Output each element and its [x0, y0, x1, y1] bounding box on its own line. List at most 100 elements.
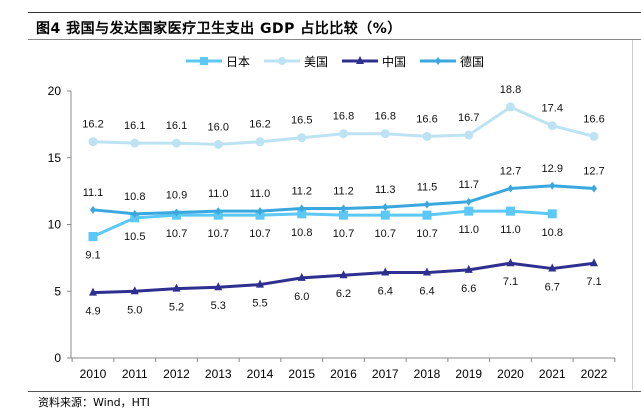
- data-label: 9.1: [85, 250, 100, 262]
- data-label: 6.7: [545, 282, 560, 294]
- marker-circle: [213, 139, 223, 149]
- y-tick-label: 10: [48, 218, 62, 232]
- x-tick-label: 2011: [122, 367, 148, 381]
- data-label: 11.1: [83, 187, 104, 199]
- series-1: [88, 102, 599, 149]
- data-label: 10.7: [375, 228, 396, 240]
- series-2: [89, 258, 598, 296]
- x-tick-label: 2015: [288, 367, 315, 381]
- x-tick-label: 2021: [539, 367, 566, 381]
- data-label: 12.9: [542, 163, 563, 175]
- marker-triangle: [590, 258, 598, 267]
- data-label: 16.8: [375, 111, 396, 123]
- figure-title: 图4 我国与发达国家医疗卫生支出 GDP 占比比较（%）: [36, 21, 402, 37]
- marker-circle: [339, 129, 348, 139]
- marker-triangle: [214, 282, 223, 291]
- data-label: 6.4: [378, 286, 393, 298]
- data-label: 16.2: [249, 119, 270, 131]
- data-label: 16.8: [333, 111, 354, 123]
- y-tick-label: 20: [48, 84, 62, 98]
- data-label: 5.2: [169, 302, 184, 314]
- x-tick-label: 2012: [163, 367, 190, 381]
- legend-label: 中国: [382, 54, 407, 69]
- marker-diamond: [173, 208, 180, 217]
- legend-label: 美国: [304, 54, 329, 69]
- data-label: 10.8: [542, 227, 563, 239]
- legend-swatch-triangle-icon: [342, 56, 379, 64]
- marker-triangle: [339, 270, 348, 279]
- series-line: [92, 209, 553, 238]
- data-label: 10.8: [291, 227, 312, 239]
- data-label: 12.7: [500, 165, 521, 177]
- data-label: 11.2: [291, 185, 312, 197]
- data-label: 11.2: [333, 185, 354, 197]
- data-label: 11.0: [500, 224, 521, 236]
- marker-circle: [172, 138, 181, 148]
- data-label: 10.7: [208, 228, 229, 240]
- data-label: 10.7: [249, 228, 270, 240]
- data-label: 11.5: [417, 181, 438, 193]
- data-label: 10.9: [166, 189, 187, 201]
- x-tick-label: 2014: [247, 367, 274, 381]
- x-tick-label: 2010: [80, 367, 107, 381]
- marker-triangle: [464, 264, 473, 273]
- data-label: 4.9: [85, 306, 100, 318]
- marker-square: [422, 210, 432, 220]
- marker-circle: [130, 138, 140, 148]
- x-tick-label: 2019: [455, 367, 482, 381]
- legend-item: 中国: [342, 53, 406, 70]
- marker-triangle: [172, 283, 181, 292]
- data-label: 11.0: [208, 188, 229, 200]
- y-tick-label: 5: [54, 284, 61, 298]
- x-tick-label: 2020: [497, 367, 524, 381]
- marker-circle: [297, 133, 307, 143]
- right-border: [632, 40, 633, 390]
- marker-square: [255, 210, 265, 220]
- marker-diamond: [424, 200, 430, 209]
- data-label: 7.1: [503, 276, 518, 288]
- data-label: 6.4: [419, 286, 434, 298]
- y-tick-label: 15: [48, 151, 62, 165]
- marker-diamond: [298, 204, 305, 213]
- data-label: 10.7: [416, 228, 437, 240]
- legend-swatch-circle-icon: [264, 57, 301, 65]
- marker-diamond: [507, 184, 514, 193]
- marker-circle: [464, 130, 474, 140]
- data-label: 6.2: [336, 288, 351, 300]
- top-rule: [28, 12, 641, 13]
- marker-square: [297, 209, 307, 219]
- data-label: 16.5: [291, 115, 312, 127]
- data-label: 10.7: [333, 228, 354, 240]
- marker-diamond: [549, 181, 556, 190]
- marker-triangle: [297, 272, 306, 281]
- chart-legend: 日本 美国 中国 德国: [186, 52, 498, 70]
- data-label: 16.0: [208, 121, 229, 133]
- data-label: 5.3: [211, 300, 226, 312]
- data-label: 7.1: [586, 276, 601, 288]
- marker-triangle: [506, 258, 515, 267]
- marker-diamond: [465, 197, 472, 206]
- data-label: 16.6: [416, 113, 437, 125]
- data-label: 16.1: [166, 120, 187, 132]
- data-label: 5.5: [252, 298, 267, 310]
- marker-square: [506, 206, 515, 216]
- data-label: 11.0: [250, 188, 271, 200]
- data-label: 11.7: [458, 179, 479, 191]
- marker-circle: [506, 102, 515, 112]
- data-label: 10.5: [124, 231, 145, 243]
- marker-triangle: [548, 263, 557, 272]
- x-tick-label: 2018: [414, 367, 441, 381]
- marker-square: [380, 210, 390, 220]
- marker-circle: [589, 131, 599, 141]
- marker-square: [200, 57, 208, 65]
- legend-item: 美国: [264, 53, 328, 70]
- marker-diamond: [257, 207, 263, 216]
- marker-triangle: [381, 267, 390, 276]
- marker-diamond: [131, 209, 138, 218]
- marker-diamond: [591, 184, 597, 193]
- y-tick-label: 0: [54, 351, 61, 365]
- data-labels-layer: 16.2 16.1 16.1 16.0 16.2 16.5 16.8 16.8 16.6 16.7…: [82, 84, 604, 318]
- marker-circle: [278, 57, 287, 65]
- data-label: 16.6: [583, 113, 604, 125]
